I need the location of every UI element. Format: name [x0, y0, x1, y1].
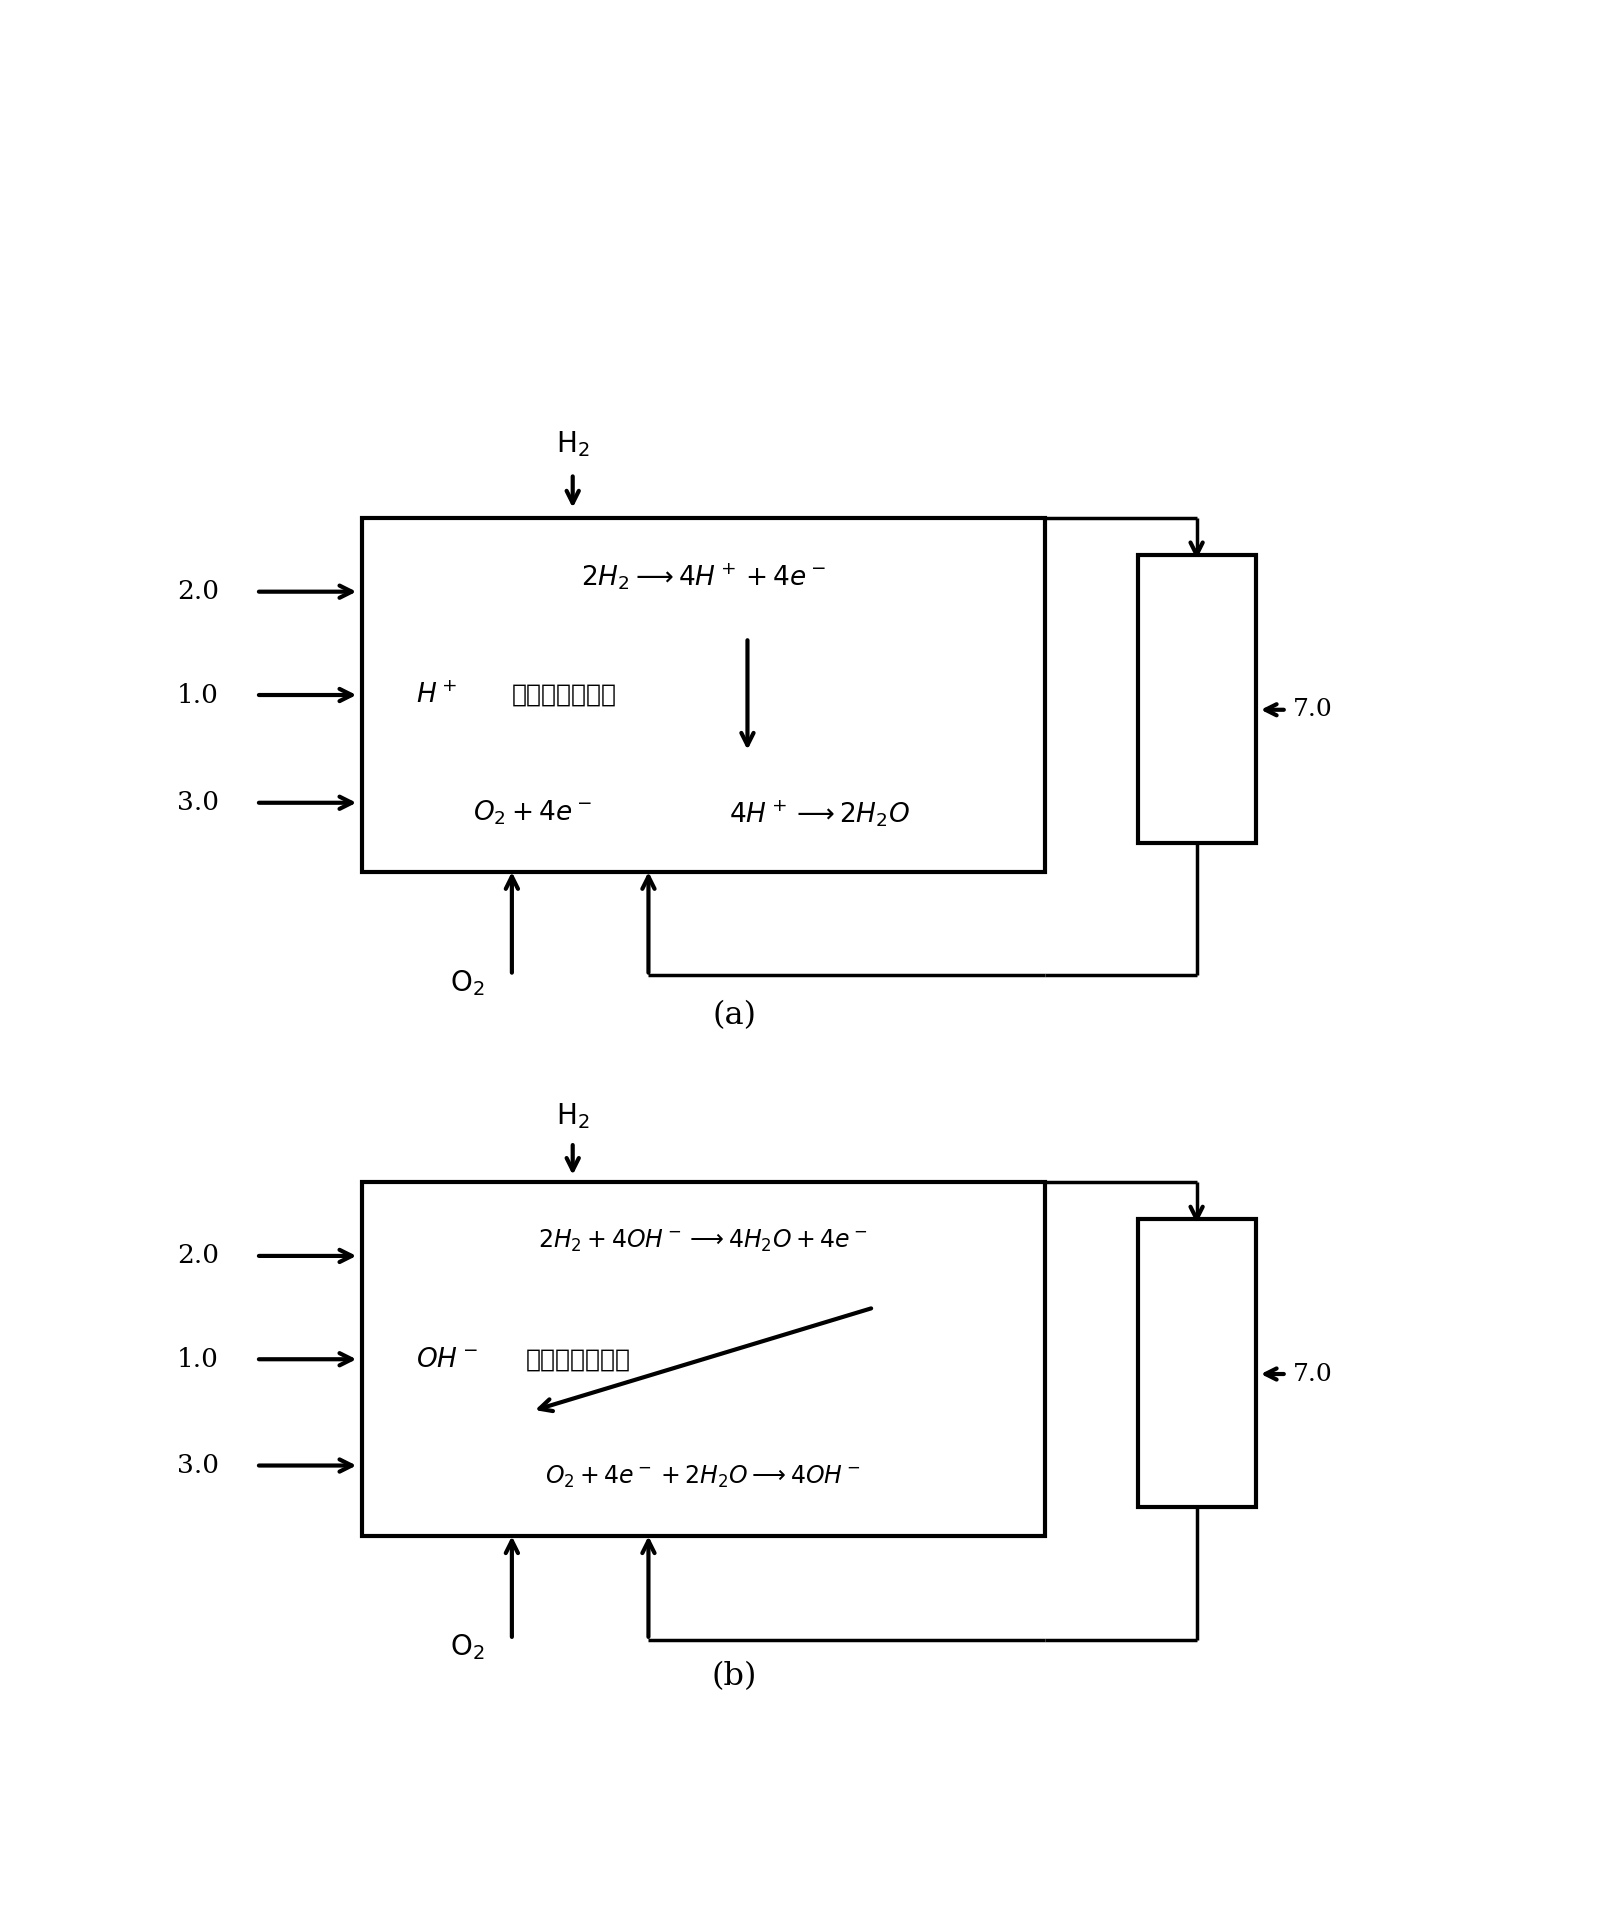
Text: $\mathrm{H}_2$: $\mathrm{H}_2$ — [556, 429, 590, 458]
Text: 3.0: 3.0 — [176, 1453, 219, 1478]
Text: 2.0: 2.0 — [176, 1244, 219, 1269]
Text: $2H_2 + 4OH^- \longrightarrow 4H_2O + 4e^-$: $2H_2 + 4OH^- \longrightarrow 4H_2O + 4e… — [538, 1229, 868, 1254]
Text: 7.0: 7.0 — [1293, 1363, 1333, 1386]
Bar — [362, 1183, 1045, 1536]
Text: $\mathrm{O}_2$: $\mathrm{O}_2$ — [450, 1631, 484, 1662]
Text: $O_2 + 4e^-$: $O_2 + 4e^-$ — [473, 799, 591, 828]
Text: $2H_2 \longrightarrow 4H^+ + 4e^-$: $2H_2 \longrightarrow 4H^+ + 4e^-$ — [580, 562, 825, 592]
Text: 离子通过电解质: 离子通过电解质 — [525, 1348, 631, 1371]
Text: (a): (a) — [713, 1001, 756, 1031]
Text: 7.0: 7.0 — [1293, 698, 1333, 721]
Text: $\mathrm{H}_2$: $\mathrm{H}_2$ — [556, 1100, 590, 1131]
Bar — [1137, 554, 1256, 843]
Text: $OH^-$: $OH^-$ — [417, 1348, 477, 1373]
Text: 2.0: 2.0 — [176, 579, 219, 604]
Text: (b): (b) — [711, 1662, 756, 1693]
Bar — [362, 518, 1045, 872]
Text: 3.0: 3.0 — [176, 790, 219, 815]
Text: 1.0: 1.0 — [176, 682, 219, 707]
Text: $H^+$: $H^+$ — [417, 682, 457, 707]
Text: $\mathrm{O}_2$: $\mathrm{O}_2$ — [450, 968, 484, 997]
Text: 离子通过电解质: 离子通过电解质 — [513, 682, 617, 707]
Text: $O_2 + 4e^- + 2H_2O \longrightarrow 4OH^-$: $O_2 + 4e^- + 2H_2O \longrightarrow 4OH^… — [545, 1465, 860, 1490]
Text: 1.0: 1.0 — [176, 1348, 219, 1373]
Bar — [1137, 1219, 1256, 1507]
Text: $4H^+ \longrightarrow 2H_2O$: $4H^+ \longrightarrow 2H_2O$ — [729, 797, 910, 828]
